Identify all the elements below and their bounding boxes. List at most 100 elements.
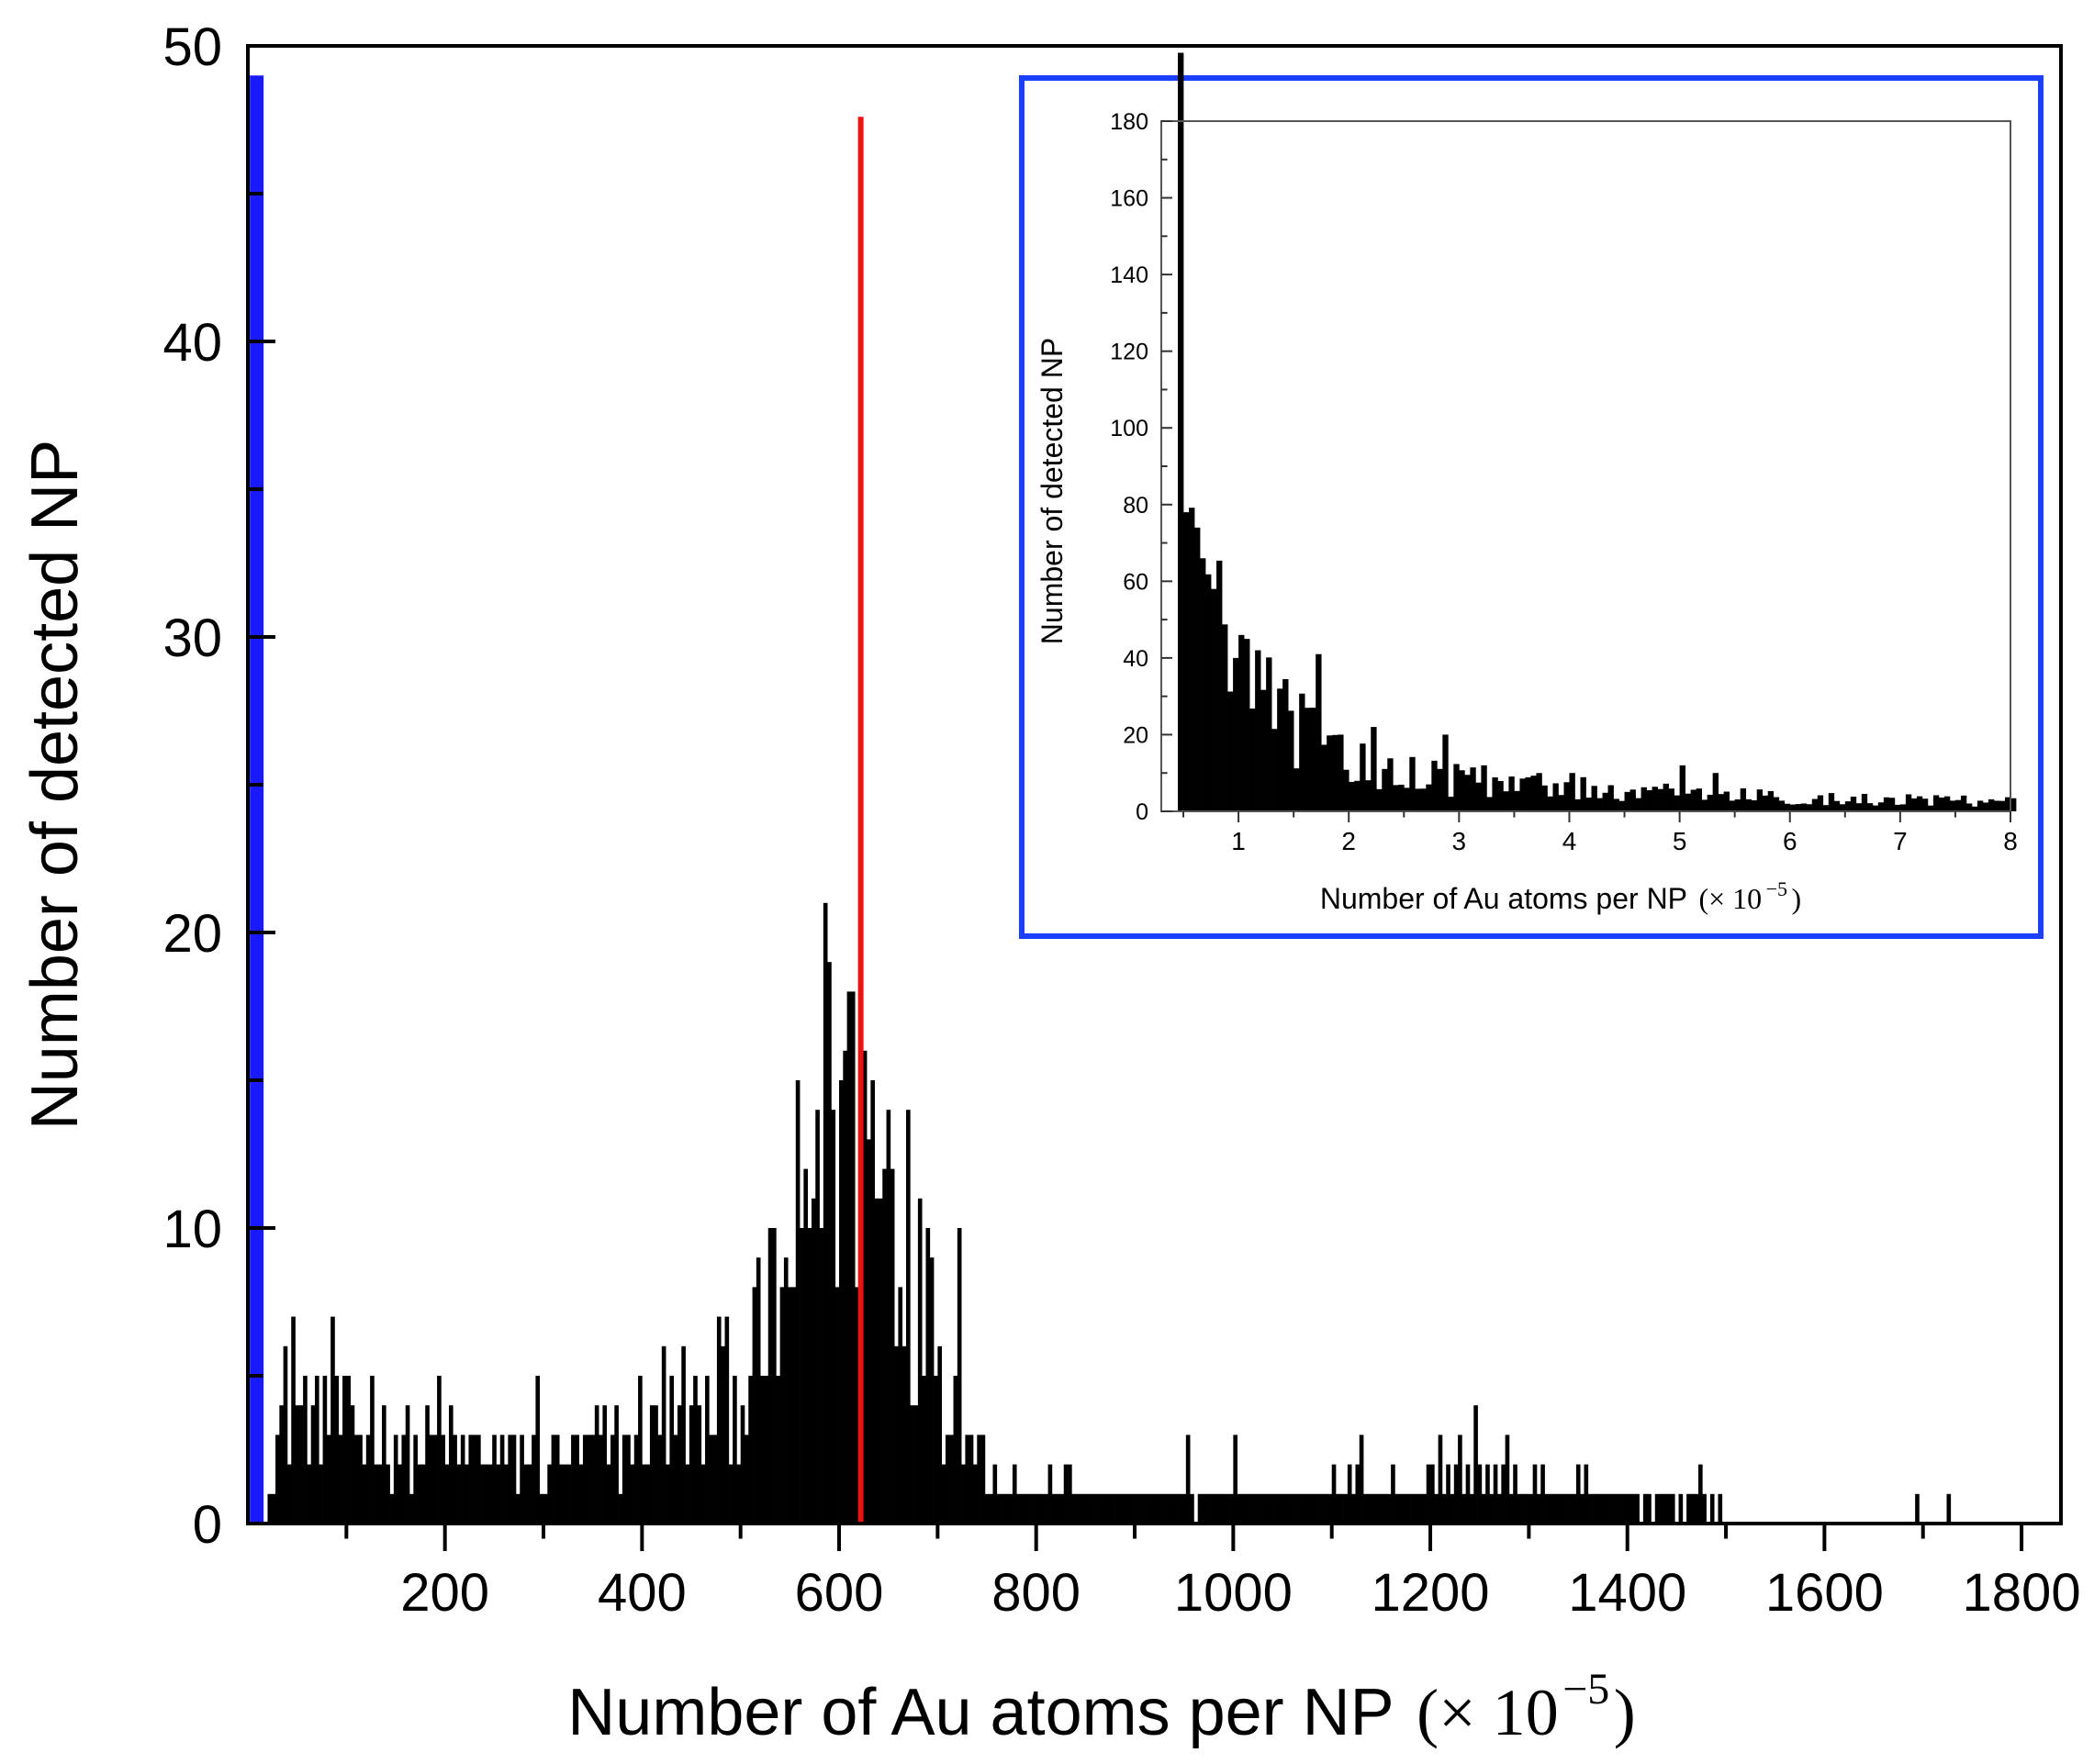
main-bar-288	[1402, 1493, 1407, 1524]
main-bar-82	[590, 1435, 596, 1524]
main-bar-257	[1280, 1493, 1285, 1524]
inset-bar-26	[1321, 744, 1327, 811]
inset-bar-107	[1767, 791, 1775, 811]
main-bar-240	[1213, 1493, 1218, 1524]
main-bar-53	[476, 1435, 481, 1524]
inset-bar-93	[1690, 789, 1696, 811]
main-bar-19	[342, 1376, 347, 1524]
main-bar-292	[1418, 1493, 1423, 1524]
main-bar-187	[1004, 1493, 1009, 1524]
main-bar-210	[1095, 1493, 1100, 1524]
inset-bar-134	[1916, 796, 1923, 811]
main-bar-303	[1461, 1493, 1467, 1524]
main-bar-195	[1036, 1493, 1041, 1524]
main-bar-44	[441, 1435, 446, 1524]
main-bar-86	[606, 1464, 611, 1524]
main-x-tick-label-1: 400	[598, 1563, 687, 1623]
main-bar-368	[1718, 1493, 1723, 1524]
main-bar-151	[862, 1050, 868, 1524]
main-bar-122	[748, 1376, 753, 1524]
main-bar-10	[307, 1464, 312, 1524]
inset-bar-140	[1949, 800, 1956, 811]
main-bar-181	[980, 1435, 986, 1524]
main-bar-180	[977, 1435, 981, 1524]
main-bar-179	[973, 1464, 978, 1524]
main-bar-169	[934, 1376, 938, 1524]
main-bar-59	[499, 1435, 505, 1524]
main-bar-85	[602, 1405, 608, 1524]
main-bar-146	[843, 1050, 847, 1524]
main-bar-319	[1525, 1493, 1529, 1524]
main-bar-136	[803, 1168, 809, 1524]
main-bar-254	[1269, 1493, 1273, 1524]
inset-bar-147	[1988, 798, 1995, 811]
inset-bar-17	[1271, 729, 1278, 811]
main-bar-40	[425, 1405, 430, 1524]
main-bar-353	[1659, 1493, 1663, 1524]
main-bar-253	[1264, 1493, 1270, 1524]
main-bar-199	[1051, 1493, 1057, 1524]
inset-x-tick-label-4: 5	[1673, 827, 1687, 855]
inset-bar-28	[1332, 734, 1338, 811]
main-bar-23	[358, 1435, 363, 1524]
main-bar-247	[1240, 1493, 1246, 1524]
inset-bar-110	[1784, 803, 1791, 811]
inset-bar-91	[1679, 765, 1685, 811]
inset-bar-0	[1178, 52, 1184, 811]
main-bar-154	[874, 1198, 879, 1524]
inset-bar-95	[1701, 799, 1708, 811]
inset-bar-113	[1800, 803, 1808, 811]
inset-bar-40	[1398, 784, 1405, 811]
main-bar-93	[633, 1435, 639, 1524]
main-bar-321	[1532, 1464, 1538, 1524]
main-bar-92	[630, 1464, 635, 1524]
main-bar-73	[554, 1435, 560, 1524]
main-bar-165	[917, 1198, 923, 1524]
main-bar-186	[1001, 1493, 1005, 1524]
main-bar-143	[831, 1110, 836, 1524]
main-bar-70	[543, 1493, 548, 1524]
inset-y-tick-label-9: 180	[1110, 109, 1148, 135]
inset-bar-105	[1756, 789, 1764, 811]
main-bar-366	[1709, 1493, 1715, 1524]
main-bar-274	[1347, 1464, 1352, 1524]
inset-y-axis: 0 20 40 60 80 100 120 140 160 180	[1110, 109, 1172, 825]
inset-bar-141	[1954, 799, 1962, 811]
main-bar-116	[724, 1316, 730, 1524]
main-bar-106	[685, 1464, 690, 1524]
main-bar-211	[1099, 1493, 1104, 1524]
main-bar-259	[1288, 1493, 1293, 1524]
main-x-tick-label-4: 1000	[1174, 1563, 1293, 1623]
inset-y-tick-label-0: 0	[1136, 799, 1148, 825]
main-bar-337	[1596, 1493, 1601, 1524]
main-bar-336	[1592, 1493, 1596, 1524]
main-bar-5	[286, 1464, 292, 1524]
main-bar-35	[405, 1405, 410, 1524]
main-bar-65	[523, 1464, 529, 1524]
main-bar-67	[532, 1435, 536, 1524]
inset-bar-109	[1778, 800, 1786, 811]
main-bar-249	[1249, 1493, 1254, 1524]
main-bar-58	[496, 1464, 501, 1524]
main-bar-30	[386, 1464, 390, 1524]
main-bar-89	[618, 1493, 623, 1524]
inset-bar-39	[1393, 785, 1399, 811]
main-bar-208	[1087, 1493, 1092, 1524]
main-bar-339	[1603, 1493, 1608, 1524]
inset-bar-52	[1464, 775, 1471, 811]
main-bar-104	[677, 1405, 682, 1524]
main-bar-8	[298, 1405, 304, 1524]
inset-bar-65	[1536, 773, 1542, 811]
inset-bar-30	[1343, 769, 1349, 811]
main-bar-255	[1272, 1493, 1277, 1524]
inset-bar-67	[1547, 796, 1553, 811]
inset-histogram-bars	[1178, 52, 2017, 811]
main-bar-105	[681, 1345, 686, 1524]
main-bar-127	[767, 1228, 773, 1524]
inset-bar-116	[1817, 795, 1824, 811]
inset-bar-127	[1877, 802, 1885, 811]
main-bar-298	[1441, 1493, 1447, 1524]
main-bar-101	[666, 1464, 670, 1524]
main-bar-113	[712, 1435, 718, 1524]
inset-bar-137	[1932, 795, 1940, 811]
